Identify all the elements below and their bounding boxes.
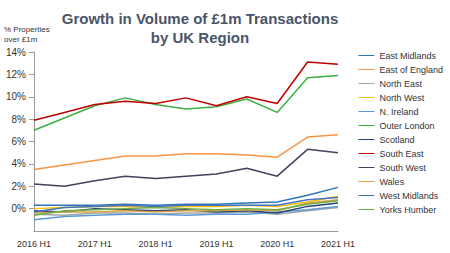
svg-text:South East: South East [379,149,424,159]
svg-text:East Midlands: East Midlands [379,51,436,61]
svg-text:2021 H1: 2021 H1 [321,239,355,249]
svg-text:N. Ireland: N. Ireland [379,107,418,117]
svg-text:2020 H1: 2020 H1 [260,239,294,249]
svg-text:Growth in Volume of £1m Transa: Growth in Volume of £1m Transactions [62,10,338,27]
svg-text:10%: 10% [6,91,26,102]
svg-text:% Properties: % Properties [4,25,50,34]
svg-text:East of England: East of England [379,65,443,75]
svg-text:North West: North West [379,93,424,103]
svg-text:4%: 4% [12,158,27,169]
svg-text:by UK Region: by UK Region [151,29,249,46]
svg-text:14%: 14% [6,47,26,58]
svg-text:over £1m: over £1m [4,35,38,44]
svg-text:12%: 12% [6,69,26,80]
svg-text:8%: 8% [12,114,27,125]
svg-text:Outer London: Outer London [379,121,434,131]
svg-text:2019 H1: 2019 H1 [199,239,233,249]
svg-text:6%: 6% [12,136,27,147]
svg-text:South West: South West [379,163,426,173]
svg-text:2018 H1: 2018 H1 [139,239,173,249]
svg-text:Yorks Humber: Yorks Humber [379,205,436,215]
svg-text:West Midlands: West Midlands [379,191,438,201]
svg-text:Scotland: Scotland [379,135,414,145]
svg-text:North East: North East [379,79,422,89]
svg-text:2016 H1: 2016 H1 [17,239,51,249]
svg-text:Wales: Wales [379,177,404,187]
svg-text:0%: 0% [12,203,27,214]
svg-text:2017 H1: 2017 H1 [78,239,112,249]
svg-text:2%: 2% [12,181,27,192]
